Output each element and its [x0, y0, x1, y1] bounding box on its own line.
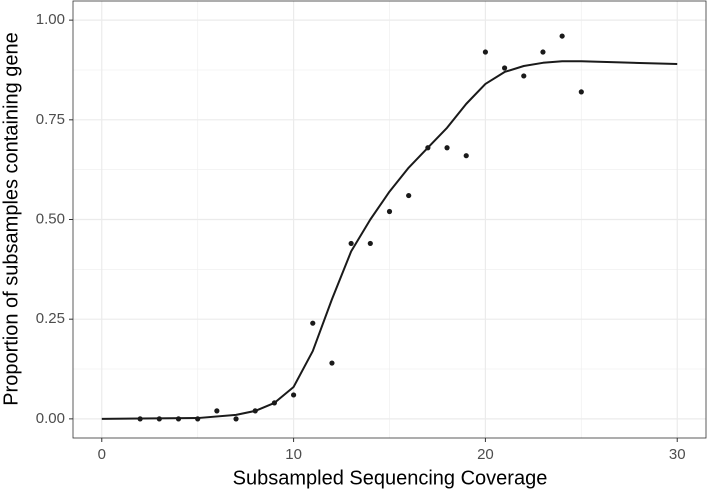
point [482, 49, 489, 55]
point [348, 240, 354, 247]
panel-border [72, 0, 707, 439]
x-tick-label: 0 [98, 446, 106, 463]
point [386, 208, 393, 215]
point [578, 89, 584, 95]
x-axis-title: Subsampled Sequencing Coverage [233, 467, 548, 489]
point [521, 73, 527, 79]
y-tick-label: 1.00 [36, 11, 65, 28]
point [463, 153, 469, 159]
point [501, 65, 508, 71]
x-tick-label: 10 [285, 446, 302, 463]
point [406, 192, 412, 199]
y-tick-label: 0.25 [36, 310, 65, 327]
point [290, 392, 297, 398]
y-tick-label: 0.00 [36, 410, 65, 427]
point [329, 360, 335, 366]
point [559, 33, 565, 39]
x-tick-label: 30 [669, 446, 686, 463]
point [444, 145, 450, 151]
point [233, 416, 239, 422]
y-axis-title: Proportion of subsamples containing gene [0, 32, 22, 406]
smooth-line [101, 60, 678, 420]
point [367, 240, 373, 247]
point [214, 408, 220, 414]
y-tick-label: 0.75 [36, 111, 65, 128]
y-tick-label: 0.50 [36, 210, 65, 227]
point [310, 320, 316, 326]
point [540, 49, 546, 55]
x-tick-label: 20 [477, 446, 494, 463]
